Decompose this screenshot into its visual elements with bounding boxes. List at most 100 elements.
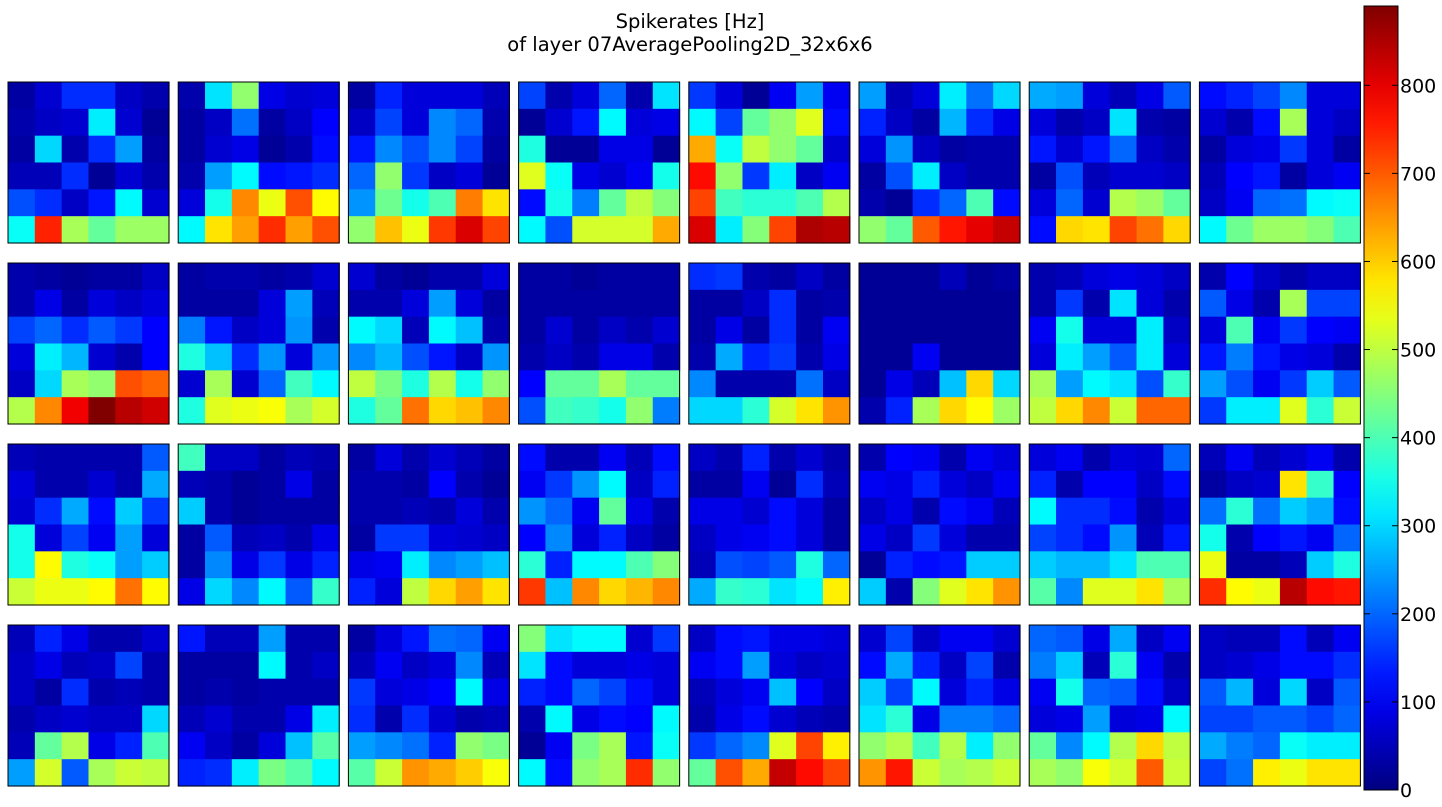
heatmap-cell — [652, 578, 681, 606]
heatmap-cell — [1029, 108, 1057, 137]
heatmap-cell — [1056, 82, 1084, 110]
heatmap-cell — [178, 732, 206, 760]
heatmap-cell — [88, 759, 116, 787]
heatmap-cell — [742, 108, 770, 137]
heatmap-cell — [715, 216, 744, 244]
heatmap-cell — [455, 82, 484, 110]
heatmap-cell — [8, 263, 36, 291]
heatmap-cell — [796, 370, 824, 398]
heatmap-cell — [1163, 162, 1191, 190]
heatmap-cell — [939, 162, 967, 190]
heatmap-cell — [715, 524, 744, 552]
heatmap-cell — [455, 470, 484, 499]
heatmap-cell — [993, 551, 1021, 579]
heatmap-cell — [348, 444, 376, 472]
heatmap-cell — [258, 444, 287, 472]
heatmap-cell — [348, 135, 376, 164]
heatmap-cell — [599, 82, 627, 110]
heatmap-cell — [652, 705, 681, 733]
heatmap-cell — [34, 524, 63, 552]
heatmap-cell — [822, 316, 851, 345]
heatmap-cell — [1226, 135, 1254, 164]
heatmap-cell — [455, 551, 484, 579]
heatmap-cell — [258, 625, 287, 653]
heatmap-cell — [518, 578, 547, 606]
heatmap-cell — [8, 651, 36, 680]
heatmap-cell — [822, 497, 851, 526]
heatmap-cell — [455, 705, 484, 733]
heatmap-panel-22 — [858, 443, 1021, 606]
heatmap-cell — [258, 470, 287, 499]
heatmap-cell — [205, 678, 233, 707]
heatmap-cell — [822, 216, 851, 244]
chart-title-line-1: Spikerates [Hz] — [615, 10, 765, 33]
heatmap-cell — [402, 316, 430, 345]
heatmap-cell — [993, 135, 1021, 164]
heatmap-cell — [231, 82, 260, 110]
heatmap-cell — [822, 759, 851, 787]
heatmap-cell — [1163, 343, 1191, 371]
heatmap-cell — [258, 108, 287, 137]
heatmap-cell — [1109, 397, 1138, 425]
heatmap-cell — [518, 289, 547, 318]
heatmap-cell — [859, 343, 887, 371]
heatmap-cell — [402, 162, 430, 190]
heatmap-cell — [285, 108, 313, 137]
heatmap-cell — [1333, 162, 1361, 190]
heatmap-cell — [1226, 343, 1254, 371]
heatmap-cell — [859, 397, 887, 425]
heatmap-cell — [455, 289, 484, 318]
heatmap-cell — [1029, 135, 1057, 164]
heatmap-cell — [142, 444, 170, 472]
heatmap-cell — [1253, 216, 1281, 244]
heatmap-cell — [1056, 216, 1084, 244]
heatmap-cell — [455, 216, 484, 244]
heatmap-cell — [1056, 524, 1084, 552]
heatmap-cell — [688, 651, 717, 680]
heatmap-cell — [545, 444, 573, 472]
heatmap-cell — [88, 444, 116, 472]
heatmap-cell — [178, 82, 206, 110]
heatmap-cell — [285, 470, 313, 499]
heatmap-cell — [545, 497, 573, 526]
heatmap-cell — [88, 397, 116, 425]
heatmap-cell — [34, 82, 63, 110]
heatmap-cell — [205, 497, 233, 526]
heatmap-cell — [625, 497, 654, 526]
heatmap-cell — [1253, 444, 1281, 472]
heatmap-cell — [455, 162, 484, 190]
heatmap-cell — [312, 189, 340, 217]
heatmap-cell — [482, 108, 510, 137]
heatmap-cell — [1253, 524, 1281, 552]
heatmap-cell — [375, 370, 403, 398]
heatmap-cell — [1056, 343, 1084, 371]
heatmap-cell — [796, 651, 824, 680]
heatmap-cell — [1082, 470, 1111, 499]
heatmap-panel-frame — [1198, 262, 1361, 425]
heatmap-cell — [625, 135, 654, 164]
heatmap-cell — [625, 289, 654, 318]
heatmap-cell — [572, 370, 600, 398]
heatmap-cell — [518, 82, 547, 110]
heatmap-cell — [482, 759, 510, 787]
heatmap-cell — [1199, 162, 1227, 190]
heatmap-cell — [572, 263, 600, 291]
heatmap-cell — [715, 732, 744, 760]
heatmap-cell — [652, 397, 681, 425]
heatmap-cell — [742, 370, 770, 398]
heatmap-cell — [8, 551, 36, 579]
heatmap-cell — [859, 705, 887, 733]
heatmap-cell — [428, 397, 457, 425]
heatmap-cell — [1199, 678, 1227, 707]
heatmap-cell — [428, 135, 457, 164]
heatmap-cell — [402, 263, 430, 291]
heatmap-cell — [966, 397, 994, 425]
heatmap-cell — [912, 397, 941, 425]
heatmap-cell — [1136, 497, 1164, 526]
heatmap-cell — [1136, 551, 1164, 579]
heatmap-cell — [88, 370, 116, 398]
heatmap-cell — [1333, 578, 1361, 606]
heatmap-cell — [178, 678, 206, 707]
heatmap-cell — [652, 216, 681, 244]
heatmap-cell — [966, 444, 994, 472]
